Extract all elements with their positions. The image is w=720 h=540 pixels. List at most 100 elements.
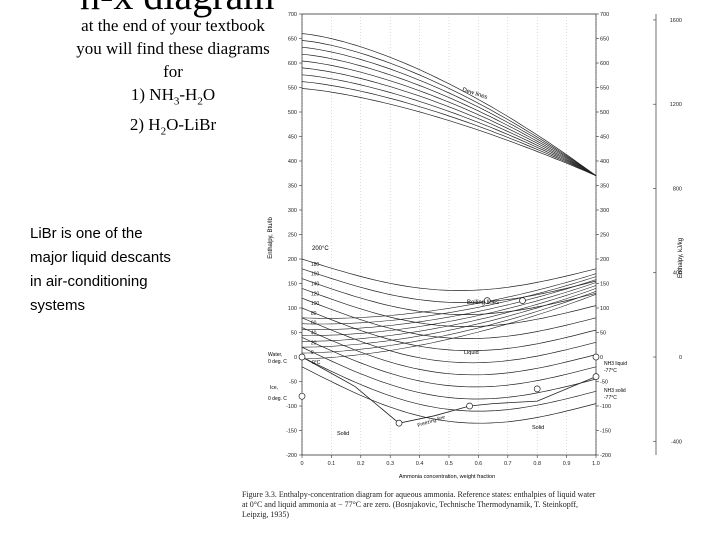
right-tick-label: -150 — [600, 429, 611, 435]
left-tick-label: 0 — [294, 355, 297, 361]
left-tick-label: 500 — [288, 110, 297, 116]
x-tick-label: 0.3 — [386, 461, 394, 467]
note-line: LiBr is one of the — [30, 225, 143, 242]
item-subscript: 2 — [160, 125, 167, 138]
water-label: 0 deg. C — [268, 359, 287, 365]
right-tick-label: 500 — [600, 110, 609, 116]
dew-curve — [301, 81, 597, 177]
kj-tick-label: 400 — [673, 271, 682, 277]
isotherm-curve — [301, 297, 597, 339]
isotherm-label: 60 — [311, 321, 317, 327]
state-point-marker — [483, 297, 491, 304]
right-tick-label: 250 — [600, 233, 609, 239]
dew-curve — [301, 33, 597, 176]
boiling-curve — [301, 273, 597, 319]
ice-label: 0 deg. C — [268, 396, 287, 402]
list-item-h2o-libr: 2) H2O-LiBr — [28, 113, 318, 143]
enthalpy-concentration-diagram: 0 0.1 0.2 0.3 0.4 0.5 0.6 0.7 0.8 0.9 1.0700650600… — [268, 12, 684, 480]
isotherm-label: 180 — [311, 262, 320, 268]
isotherm-label: 0 — [311, 350, 314, 356]
dew-curve — [301, 74, 597, 177]
kj-tick-label: 0 — [679, 355, 682, 361]
nh3-liquid-label: NH3 liquid — [604, 361, 627, 367]
state-point-marker — [592, 373, 600, 380]
dew-curve — [301, 53, 597, 176]
x-tick-label: 0.5 — [445, 461, 453, 467]
isotherm-curve — [301, 307, 597, 352]
dew-curve — [301, 88, 597, 177]
right-tick-label: 400 — [600, 159, 609, 165]
isotherm-label: 80 — [311, 311, 317, 317]
left-tick-label: 100 — [288, 306, 297, 312]
left-tick-label: -150 — [286, 429, 297, 435]
left-tick-label: -100 — [286, 404, 297, 410]
left-tick-label: 350 — [288, 184, 297, 190]
x-tick-label: 1.0 — [592, 461, 600, 467]
kj-tick-label: 800 — [673, 186, 682, 192]
item-subscript: 3 — [173, 95, 180, 108]
boiling-curve — [301, 294, 597, 360]
right-tick-label: -100 — [600, 404, 611, 410]
isotherm-curve — [301, 258, 597, 291]
ice-label: Ice, — [270, 385, 278, 391]
boiling-curve — [301, 288, 597, 348]
item-text: 1) NH — [130, 85, 174, 104]
nh3-liquid-label: -77°C — [604, 368, 617, 374]
right-tick-label: 650 — [600, 37, 609, 43]
caption-line: Figure 3.3. Enthalpy-concentration diagr… — [242, 490, 596, 499]
item-subscript: 2 — [197, 95, 203, 108]
isotherm-label: 140 — [311, 281, 320, 287]
left-tick-label: 600 — [288, 61, 297, 67]
kj-tick-label: 1200 — [670, 102, 682, 108]
dew-curve — [301, 40, 597, 176]
dew-curve — [301, 60, 597, 177]
left-tick-label: 300 — [288, 208, 297, 214]
dew-curve — [301, 67, 597, 177]
item-text: O — [202, 85, 216, 104]
left-tick-label: 450 — [288, 135, 297, 141]
list-item-nh3-h2o: 1) NH3-H2O — [28, 83, 318, 113]
isotherm-label: 100 — [311, 301, 320, 307]
right-tick-label: 700 — [600, 12, 609, 18]
isotherm-curve — [301, 356, 597, 412]
x-tick-label: 0.8 — [533, 461, 541, 467]
state-point-marker — [466, 402, 473, 410]
x-tick-label: 0.6 — [475, 461, 483, 467]
left-tick-label: 650 — [288, 37, 297, 43]
item-text: -H — [179, 85, 198, 104]
left-tick-label: 550 — [288, 86, 297, 92]
caption-line: at 0°C and liquid ammonia at − 77°C are … — [242, 500, 578, 509]
left-tick-label: 150 — [288, 282, 297, 288]
isotherm-label: 40 — [311, 330, 317, 336]
left-tick-label: 200 — [288, 257, 297, 263]
diagram-root: 0 0.1 0.2 0.3 0.4 0.5 0.6 0.7 0.8 0.9 1.0700650600… — [286, 12, 682, 467]
caption-line: Leipzig, 1935) — [242, 510, 290, 519]
left-tick-label: 50 — [291, 331, 297, 337]
x-tick-label: 0 — [300, 461, 303, 467]
right-tick-label: 350 — [600, 184, 609, 190]
slide-title: h-x diagram — [80, 0, 300, 18]
right-tick-label: -200 — [600, 453, 611, 459]
x-tick-label: 0.1 — [328, 461, 336, 467]
kj-tick-label: 1600 — [670, 18, 682, 24]
x-axis-label: Ammonia concentration, weight fraction — [399, 474, 495, 480]
right-tick-label: -50 — [600, 380, 608, 386]
item-text: 2) H — [129, 115, 161, 135]
right-tick-label: 600 — [600, 61, 609, 67]
right-tick-label: 450 — [600, 135, 609, 141]
state-point-marker — [298, 392, 306, 400]
top-temp-label: 200°C — [312, 246, 329, 252]
intro-line: you will find these diagrams — [76, 39, 270, 58]
state-point-marker — [592, 353, 600, 361]
isotherm-label: 120 — [311, 291, 320, 297]
right-tick-label: 50 — [600, 331, 606, 337]
right-tick-label: 550 — [600, 86, 609, 92]
note-line: major liquid descants — [30, 249, 171, 266]
state-point-marker — [298, 353, 306, 361]
dew-lines-label: Dew lines — [461, 87, 488, 101]
liquid-label: Liquid — [464, 350, 479, 356]
solid-right-label: Solid — [532, 425, 544, 431]
dew-curve — [301, 46, 597, 176]
isotherm-curve — [301, 268, 597, 303]
intro-text: at the end of your textbook you will fin… — [28, 14, 318, 144]
